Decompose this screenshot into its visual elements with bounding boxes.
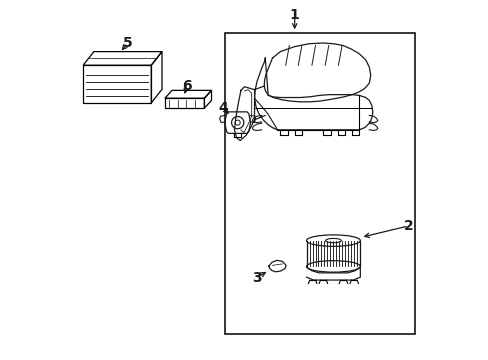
Bar	[83, 65, 151, 103]
Text: 2: 2	[403, 219, 413, 233]
Text: 6: 6	[182, 79, 192, 93]
Text: 5: 5	[123, 36, 133, 50]
Bar	[164, 98, 204, 108]
Text: 4: 4	[218, 101, 228, 115]
Text: 3: 3	[252, 271, 262, 284]
Bar	[224, 33, 414, 334]
Text: 1: 1	[289, 8, 299, 22]
